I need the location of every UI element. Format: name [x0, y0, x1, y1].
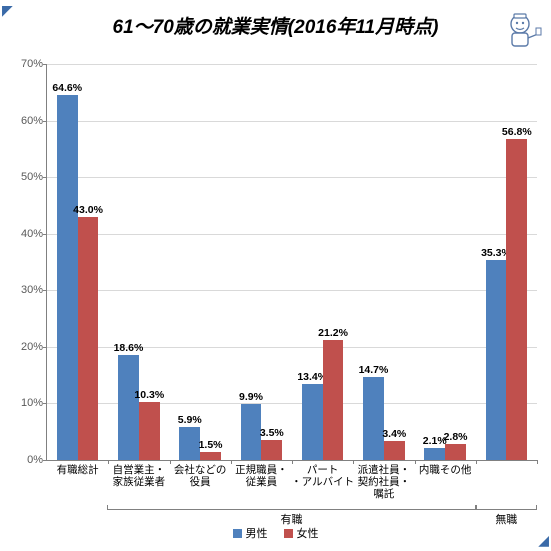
- x-tick: [231, 460, 232, 464]
- bar: 14.7%: [363, 377, 384, 460]
- corner-mark-tl: ◤: [2, 2, 13, 19]
- x-tick: [476, 460, 477, 464]
- x-axis-label: 派遣社員・契約社員・嘱託: [358, 460, 411, 500]
- bar-value-label: 3.4%: [382, 428, 406, 441]
- bar: 10.3%: [139, 402, 160, 460]
- bar: 13.4%: [302, 384, 323, 460]
- bar: 43.0%: [78, 217, 99, 460]
- y-axis-label: 60%: [21, 115, 47, 127]
- grid-line: [47, 234, 537, 235]
- x-axis-label: パート・アルバイト: [291, 460, 354, 488]
- x-tick: [537, 460, 538, 464]
- y-axis-label: 50%: [21, 171, 47, 183]
- bar-value-label: 9.9%: [239, 391, 263, 404]
- group-label: 無職: [495, 511, 517, 527]
- bar: 9.9%: [241, 404, 262, 460]
- legend-label: 女性: [297, 525, 319, 541]
- legend-item: 男性: [233, 525, 268, 541]
- legend-item: 女性: [284, 525, 319, 541]
- x-axis-label: 有職総計: [57, 460, 99, 476]
- bar-value-label: 5.9%: [178, 414, 202, 427]
- legend-swatch: [233, 529, 242, 538]
- x-axis-label: 内職その他: [419, 460, 472, 476]
- x-axis-label: 会社などの役員: [174, 460, 227, 488]
- bar: 5.9%: [179, 427, 200, 460]
- y-axis-label: 30%: [21, 284, 47, 296]
- bar: 2.1%: [424, 448, 445, 460]
- bar-value-label: 43.0%: [73, 204, 103, 217]
- bar-value-label: 1.5%: [199, 439, 223, 452]
- x-axis-label: 自営業主・家族従業者: [113, 460, 166, 488]
- bar: 18.6%: [118, 355, 139, 460]
- plot-area: 0%10%20%30%40%50%60%70%64.6%43.0%有職総計18.…: [46, 64, 537, 461]
- x-axis-label: 正規職員・従業員: [235, 460, 288, 488]
- bar-value-label: 2.8%: [444, 431, 468, 444]
- grid-line: [47, 121, 537, 122]
- legend-swatch: [284, 529, 293, 538]
- x-tick: [415, 460, 416, 464]
- legend: 男性 女性: [0, 525, 551, 541]
- bar-value-label: 10.3%: [134, 389, 164, 402]
- legend-label: 男性: [246, 525, 268, 541]
- y-axis-label: 20%: [21, 341, 47, 353]
- group-bracket: [476, 505, 537, 510]
- bar-value-label: 3.5%: [260, 427, 284, 440]
- group-bracket: [107, 505, 475, 510]
- bar: 21.2%: [323, 340, 344, 460]
- x-tick: [108, 460, 109, 464]
- bar-value-label: 14.7%: [359, 364, 389, 377]
- group-label: 有職: [281, 511, 303, 527]
- y-axis-label: 10%: [21, 397, 47, 409]
- grid-line: [47, 64, 537, 65]
- chart-title: 61～70歳の就業実情(2016年11月時点): [0, 0, 551, 39]
- bar: 35.3%: [486, 260, 507, 460]
- bar-value-label: 18.6%: [114, 342, 144, 355]
- bar: 2.8%: [445, 444, 466, 460]
- chart-container: ◤ ◢ 61～70歳の就業実情(2016年11月時点) 0%10%20%30%4…: [0, 0, 551, 551]
- bar-value-label: 21.2%: [318, 327, 348, 340]
- bar: 64.6%: [57, 95, 78, 460]
- y-axis-label: 0%: [27, 454, 47, 466]
- mascot-icon: [498, 8, 543, 53]
- y-axis-label: 40%: [21, 228, 47, 240]
- x-tick: [353, 460, 354, 464]
- bar: 1.5%: [200, 452, 221, 460]
- x-tick: [170, 460, 171, 464]
- grid-line: [47, 177, 537, 178]
- bar-value-label: 56.8%: [502, 126, 532, 139]
- bar: 3.5%: [261, 440, 282, 460]
- bar: 3.4%: [384, 441, 405, 460]
- bar: 56.8%: [506, 139, 527, 460]
- grid-line: [47, 290, 537, 291]
- y-axis-label: 70%: [21, 58, 47, 70]
- x-axis-label: [505, 460, 508, 476]
- bar-value-label: 64.6%: [52, 82, 82, 95]
